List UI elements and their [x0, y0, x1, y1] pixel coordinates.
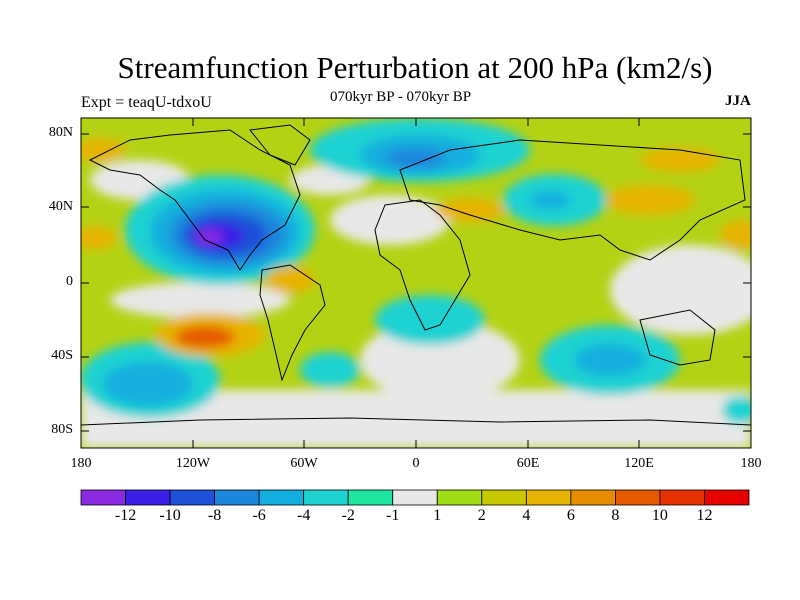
- australia-outline: [639, 309, 716, 366]
- lon-label: 0: [412, 456, 420, 471]
- coastlines: [81, 124, 751, 426]
- contour-field: [81, 118, 751, 448]
- colorbar-label: -8: [207, 507, 222, 524]
- colorbar: [80, 489, 750, 506]
- contour-positive: [81, 226, 117, 250]
- contour-positive: [720, 220, 751, 250]
- lon-label: 180: [70, 456, 92, 471]
- contour-positive: [435, 198, 505, 222]
- contour-positive: [640, 148, 720, 172]
- lat-label: 40N: [48, 199, 73, 214]
- lat-label: 40S: [51, 348, 73, 363]
- contour-neutral: [610, 245, 751, 335]
- colorbar-swatch: [214, 489, 260, 506]
- colorbar-label: -6: [252, 507, 266, 524]
- contour-positive: [81, 138, 125, 162]
- colorbar-label: -4: [296, 507, 311, 524]
- colorbar-swatch: [169, 489, 215, 506]
- greenland-outline: [249, 124, 311, 166]
- season-label: JJA: [725, 93, 751, 109]
- colorbar-swatch: [436, 489, 483, 506]
- south-america-outline: [259, 264, 326, 382]
- colorbar-swatch: [347, 489, 394, 506]
- lat-label: 80S: [51, 422, 73, 437]
- colorbar-label: 2: [477, 507, 486, 524]
- lon-label: 120E: [624, 456, 654, 471]
- colorbar-swatch: [659, 489, 705, 506]
- contour-negative: [300, 352, 360, 388]
- colorbar-label: -12: [114, 507, 137, 524]
- contour-negative: [103, 362, 193, 406]
- page-title: Streamfunction Perturbation at 200 hPa (…: [117, 50, 713, 85]
- north-america-outline: [88, 129, 301, 271]
- colorbar-label: -1: [386, 507, 400, 524]
- colorbar-label: 12: [696, 507, 713, 524]
- colorbar-label: 10: [651, 507, 668, 524]
- colorbar-swatch: [303, 489, 349, 506]
- colorbar-label: -2: [341, 507, 355, 524]
- contour-neutral: [330, 195, 450, 245]
- colorbar-label: -10: [159, 507, 181, 524]
- contour-negative: [196, 230, 224, 244]
- colorbar-label: 1: [433, 507, 442, 524]
- colorbar-swatch: [615, 489, 661, 506]
- lon-label: 180: [740, 456, 762, 471]
- colorbar-swatch: [80, 489, 126, 506]
- antarctica-outline: [81, 417, 751, 426]
- colorbar-swatch: [258, 489, 305, 506]
- eurasia-outline: [399, 139, 746, 261]
- lon-label: 60E: [516, 456, 540, 471]
- colorbar-swatch: [704, 489, 750, 506]
- colorbar-label: 4: [522, 507, 531, 524]
- lon-ticks: [80, 118, 752, 448]
- colorbar-swatch: [570, 489, 616, 506]
- contour-positive: [175, 326, 235, 348]
- period-label: 070kyr BP - 070kyr BP: [330, 89, 472, 105]
- lat-ticks: [81, 133, 751, 432]
- lat-label: 0: [66, 274, 73, 289]
- contour-neutral: [110, 282, 290, 318]
- contour-negative: [722, 396, 751, 424]
- experiment-label: Expt = teaqU-tdxoU: [81, 94, 212, 111]
- colorbar-swatch: [481, 489, 527, 506]
- contour-negative: [375, 295, 485, 345]
- colorbar-label: 6: [566, 507, 575, 524]
- contour-negative: [385, 148, 445, 168]
- contour-positive: [265, 266, 315, 294]
- lon-label: 60W: [290, 456, 318, 471]
- colorbar-swatch: [392, 489, 438, 506]
- africa-outline: [374, 199, 471, 331]
- contour-positive: [605, 185, 695, 215]
- lat-label: 80N: [48, 125, 73, 140]
- contour-negative: [575, 344, 645, 376]
- lon-label: 120W: [175, 456, 211, 471]
- colorbar-swatch: [125, 489, 171, 506]
- colorbar-label: 8: [611, 507, 620, 524]
- contour-negative: [530, 191, 570, 209]
- colorbar-swatch: [525, 489, 572, 506]
